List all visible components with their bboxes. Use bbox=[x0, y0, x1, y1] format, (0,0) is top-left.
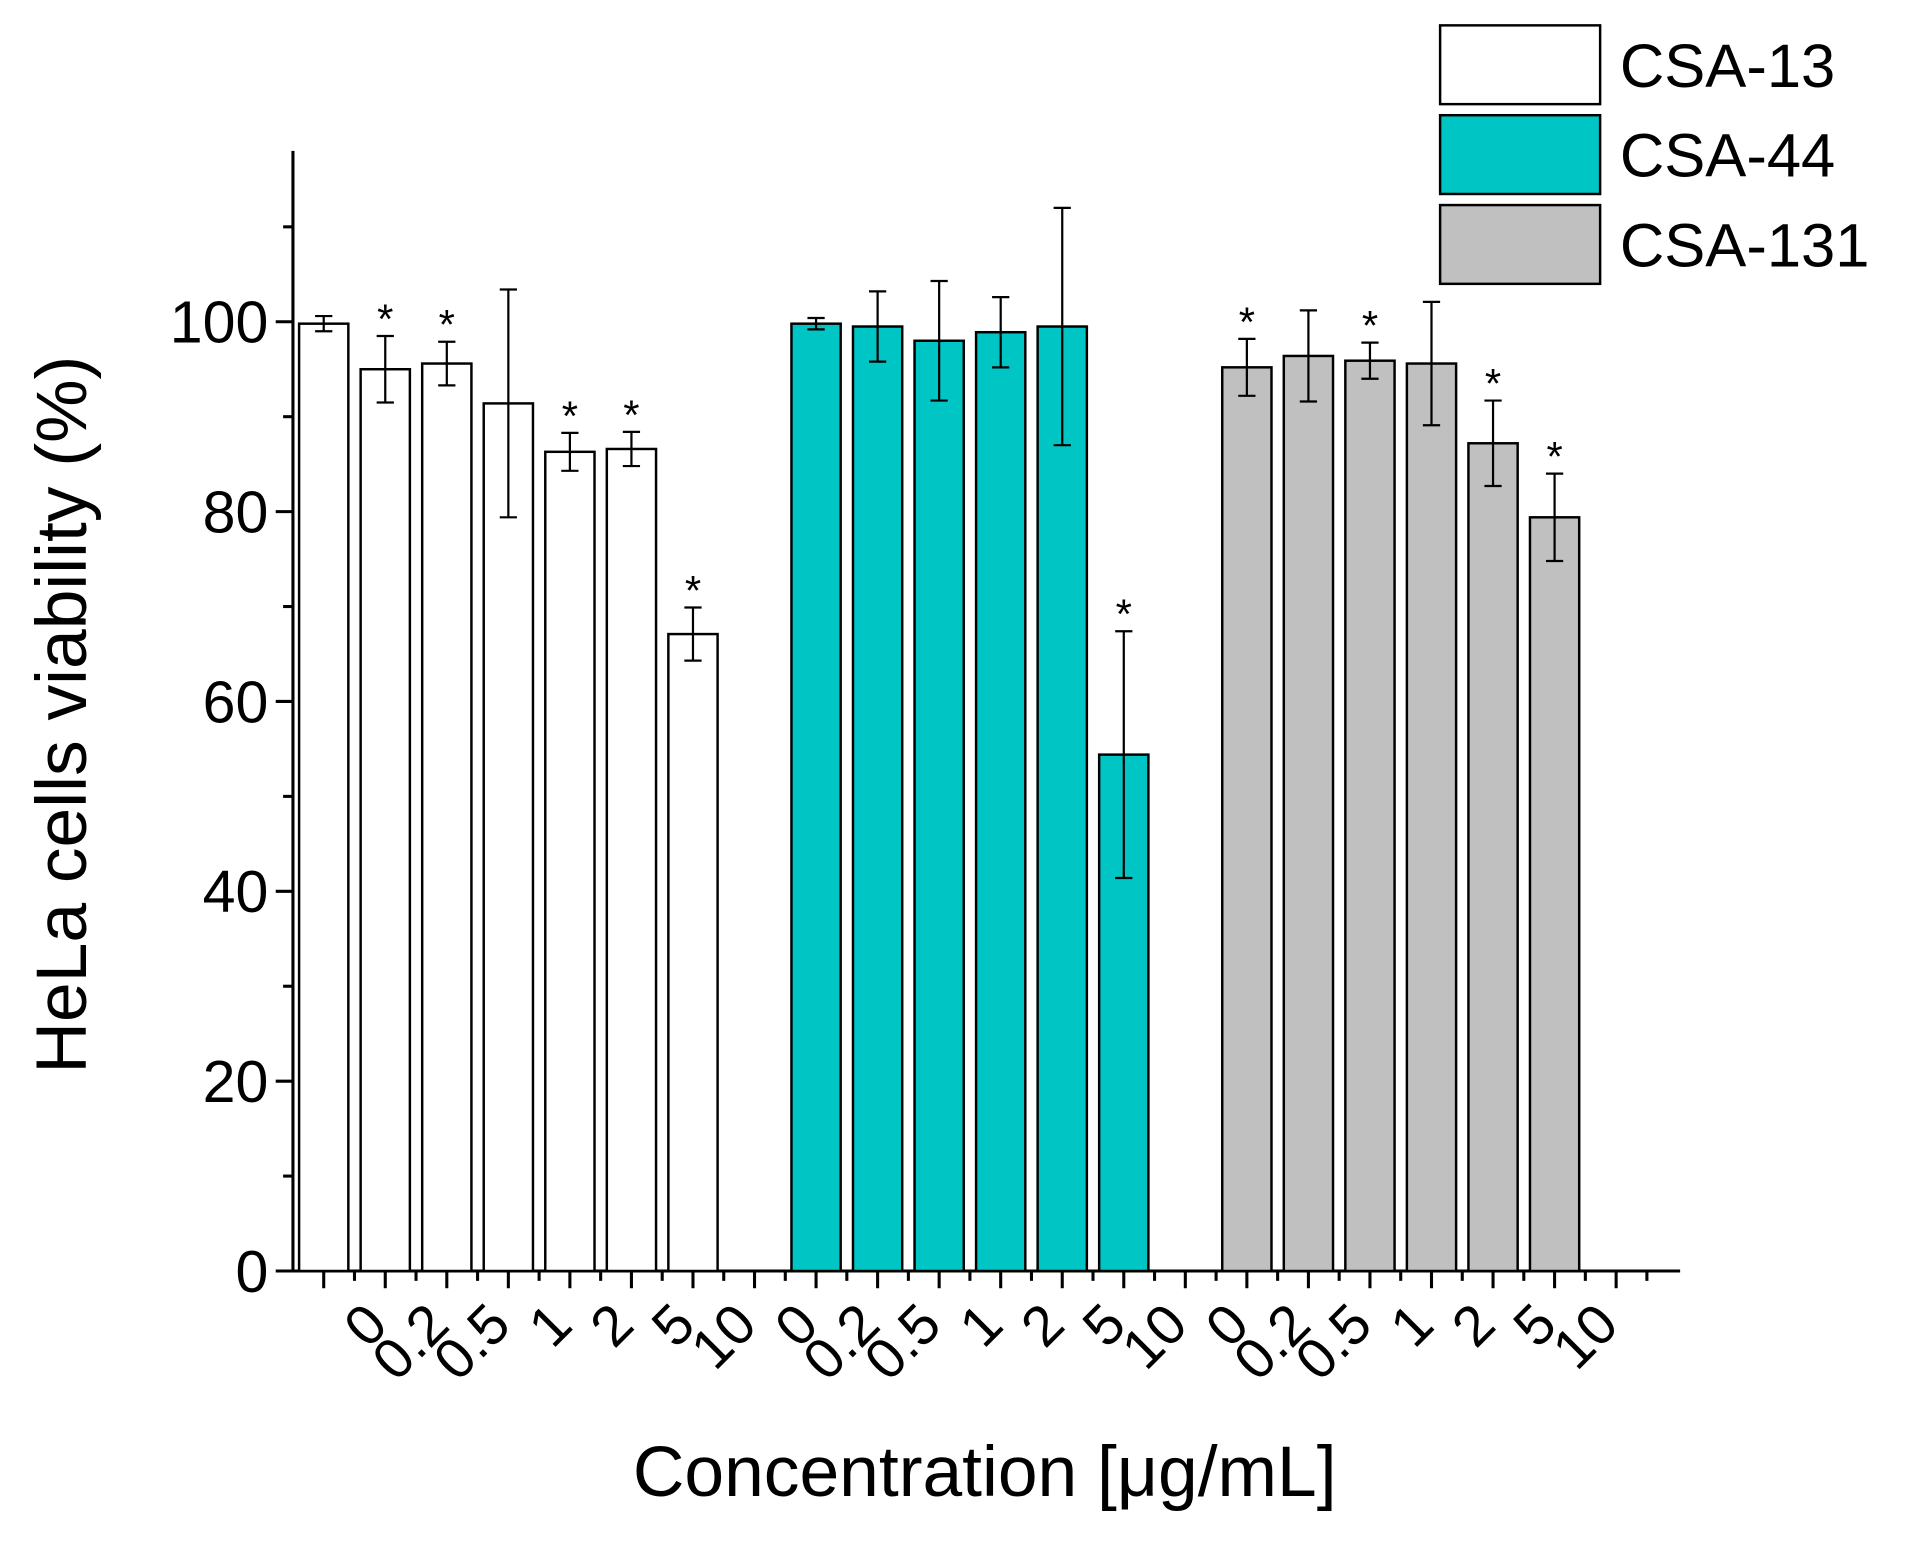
x-tick-label: 1 bbox=[947, 1292, 1014, 1359]
bar bbox=[482, 402, 535, 1273]
bar bbox=[1036, 325, 1089, 1273]
bar bbox=[420, 362, 473, 1273]
legend-label: CSA-131 bbox=[1620, 212, 1870, 281]
y-tick-label: 20 bbox=[203, 1049, 269, 1115]
x-axis-label: Concentration [μg/mL] bbox=[633, 1432, 1337, 1512]
x-tick-label: 10 bbox=[679, 1292, 768, 1381]
bar bbox=[1221, 366, 1273, 1273]
bar bbox=[544, 450, 596, 1273]
bar bbox=[1344, 359, 1396, 1273]
y-tick-label: 80 bbox=[203, 480, 269, 546]
significance-mark: * bbox=[377, 296, 393, 343]
x-tick-label: 10 bbox=[1110, 1292, 1199, 1381]
bar bbox=[974, 330, 1027, 1273]
significance-mark: * bbox=[1362, 302, 1378, 349]
legend-swatch bbox=[1438, 203, 1602, 286]
legend-label: CSA-13 bbox=[1620, 32, 1835, 101]
x-tick-label: 1 bbox=[1378, 1292, 1445, 1359]
bar bbox=[1528, 516, 1581, 1273]
legend-label: CSA-44 bbox=[1620, 122, 1835, 191]
legend-swatch bbox=[1438, 24, 1602, 106]
x-tick-label: 0.5 bbox=[422, 1292, 522, 1392]
significance-mark: * bbox=[1116, 591, 1132, 638]
significance-mark: * bbox=[623, 391, 639, 438]
bar bbox=[297, 322, 350, 1273]
significance-mark: * bbox=[562, 392, 578, 439]
y-tick-label: 40 bbox=[203, 859, 269, 925]
significance-mark: * bbox=[1239, 298, 1255, 345]
x-tick-label: 1 bbox=[516, 1292, 583, 1359]
x-tick-label: 2 bbox=[1440, 1292, 1507, 1359]
y-tick-label: 100 bbox=[170, 290, 269, 356]
x-tick-label: 0.5 bbox=[852, 1292, 952, 1392]
bar bbox=[359, 368, 412, 1273]
bar bbox=[1467, 442, 1519, 1273]
bar bbox=[851, 325, 904, 1273]
bar bbox=[1405, 362, 1458, 1273]
bar bbox=[667, 632, 719, 1273]
bar bbox=[913, 339, 965, 1273]
significance-mark: * bbox=[1485, 360, 1501, 407]
y-axis-label: HeLa cells viability (%) bbox=[22, 356, 102, 1074]
bar bbox=[1282, 354, 1335, 1273]
y-tick-label: 60 bbox=[203, 669, 269, 735]
x-tick-label: 0.5 bbox=[1283, 1292, 1383, 1392]
bar bbox=[605, 447, 658, 1273]
significance-mark: * bbox=[685, 567, 701, 614]
x-tick-label: 10 bbox=[1540, 1292, 1629, 1381]
y-tick-label: 0 bbox=[235, 1239, 268, 1305]
significance-mark: * bbox=[1546, 433, 1562, 480]
legend-swatch bbox=[1438, 113, 1602, 196]
bar bbox=[790, 322, 842, 1273]
significance-mark: * bbox=[439, 301, 455, 348]
x-tick-label: 2 bbox=[1009, 1292, 1076, 1359]
x-tick-label: 2 bbox=[578, 1292, 645, 1359]
